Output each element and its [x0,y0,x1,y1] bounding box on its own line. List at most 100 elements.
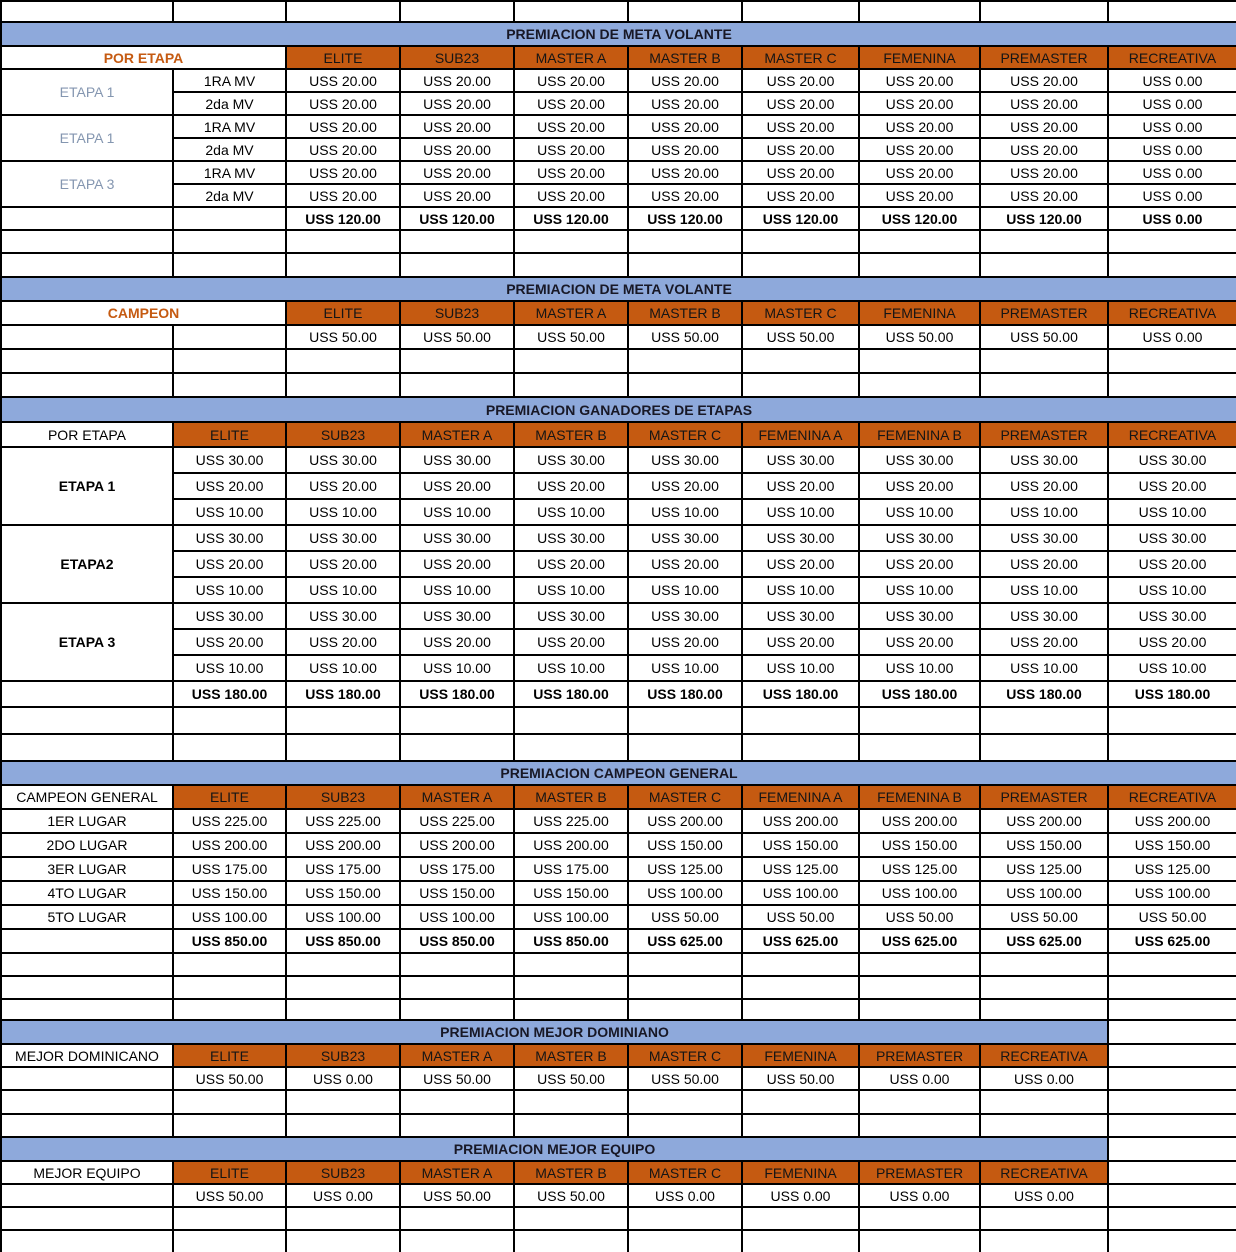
total-value-cell[interactable]: USS 180.00 [513,680,629,708]
prize-value-cell[interactable]: USS 10.00 [285,498,401,526]
prize-value-cell[interactable]: USS 10.00 [858,654,981,682]
column-header-cell[interactable]: FEMENINA [858,45,981,70]
empty-cell[interactable] [741,1113,860,1138]
prize-value-cell[interactable]: USS 200.00 [172,832,287,858]
empty-cell[interactable] [0,252,174,278]
column-header-cell[interactable]: MASTER C [627,1160,743,1185]
empty-cell[interactable] [627,252,743,278]
prize-value-cell[interactable]: USS 20.00 [979,114,1109,139]
column-header-cell[interactable]: FEMENINA [858,300,981,326]
prize-value-cell[interactable]: USS 150.00 [627,832,743,858]
prize-value-cell[interactable]: USS 20.00 [513,472,629,500]
empty-cell[interactable] [513,706,629,735]
empty-cell[interactable] [1107,952,1236,977]
column-header-cell[interactable]: ELITE [172,784,287,810]
prize-value-cell[interactable]: 1RA MV [172,114,287,139]
empty-cell[interactable] [979,0,1109,23]
row-label-cell[interactable]: 5TO LUGAR [0,904,174,930]
empty-cell[interactable] [0,706,174,735]
prize-value-cell[interactable]: USS 125.00 [741,856,860,882]
empty-cell[interactable] [741,1229,860,1252]
prize-value-cell[interactable]: USS 225.00 [172,808,287,834]
empty-cell[interactable] [0,1113,174,1138]
total-value-cell[interactable]: USS 625.00 [741,928,860,954]
empty-cell[interactable] [172,0,287,23]
prize-value-cell[interactable]: USS 50.00 [1107,904,1236,930]
prize-value-cell[interactable]: USS 20.00 [858,550,981,578]
empty-cell[interactable] [627,975,743,1000]
prize-value-cell[interactable]: USS 175.00 [513,856,629,882]
column-header-cell[interactable]: FEMENINA B [858,421,981,448]
prize-value-cell[interactable]: USS 20.00 [741,183,860,208]
prize-value-cell[interactable]: USS 20.00 [399,183,515,208]
total-value-cell[interactable]: USS 180.00 [741,680,860,708]
prize-value-cell[interactable]: USS 50.00 [627,904,743,930]
prize-value-cell[interactable]: USS 200.00 [513,832,629,858]
empty-cell[interactable] [627,1206,743,1231]
empty-cell[interactable] [0,952,174,977]
prize-value-cell[interactable]: USS 50.00 [858,324,981,350]
empty-cell[interactable] [627,0,743,23]
column-header-cell[interactable]: PREMASTER [858,1043,981,1068]
section-title-cell[interactable]: PREMIACION DE META VOLANTE [0,276,1236,302]
empty-cell[interactable] [399,1229,515,1252]
empty-cell[interactable] [1107,1160,1236,1185]
empty-cell[interactable] [399,348,515,374]
prize-value-cell[interactable]: USS 20.00 [513,114,629,139]
prize-value-cell[interactable]: USS 20.00 [285,183,401,208]
prize-value-cell[interactable]: USS 0.00 [1107,91,1236,116]
prize-value-cell[interactable]: USS 30.00 [172,524,287,552]
prize-value-cell[interactable]: USS 0.00 [858,1066,981,1091]
prize-value-cell[interactable]: USS 30.00 [172,602,287,630]
prize-value-cell[interactable]: USS 20.00 [858,91,981,116]
prize-value-cell[interactable]: USS 50.00 [858,904,981,930]
prize-value-cell[interactable]: USS 20.00 [627,183,743,208]
column-header-cell[interactable]: FEMENINA A [741,784,860,810]
prize-value-cell[interactable]: USS 20.00 [858,160,981,185]
total-value-cell[interactable]: USS 625.00 [1107,928,1236,954]
prize-value-cell[interactable]: USS 50.00 [627,1066,743,1091]
prize-value-cell[interactable]: USS 150.00 [858,832,981,858]
prize-value-cell[interactable]: USS 20.00 [741,550,860,578]
empty-cell[interactable] [172,372,287,398]
empty-cell[interactable] [858,998,981,1021]
prize-value-cell[interactable]: USS 20.00 [627,68,743,93]
column-header-cell[interactable]: PREMASTER [979,45,1109,70]
prize-value-cell[interactable]: USS 20.00 [627,550,743,578]
empty-cell[interactable] [172,1229,287,1252]
prize-value-cell[interactable]: USS 10.00 [513,654,629,682]
prize-value-cell[interactable]: USS 175.00 [399,856,515,882]
row-label-cell[interactable]: POR ETAPA [0,421,174,448]
prize-value-cell[interactable]: USS 30.00 [627,524,743,552]
section-title-cell[interactable]: PREMIACION MEJOR EQUIPO [0,1136,1109,1162]
prize-value-cell[interactable]: USS 20.00 [513,550,629,578]
prize-value-cell[interactable]: USS 200.00 [979,808,1109,834]
prize-value-cell[interactable]: USS 20.00 [285,550,401,578]
prize-value-cell[interactable]: USS 100.00 [858,880,981,906]
empty-cell[interactable] [513,348,629,374]
prize-value-cell[interactable]: USS 150.00 [979,832,1109,858]
prize-value-cell[interactable]: USS 30.00 [172,446,287,474]
prize-value-cell[interactable]: USS 225.00 [513,808,629,834]
prize-value-cell[interactable]: USS 30.00 [285,446,401,474]
prize-value-cell[interactable]: USS 0.00 [1107,137,1236,162]
stage-label-cell[interactable]: ETAPA2 [0,524,174,604]
prize-value-cell[interactable]: USS 20.00 [741,160,860,185]
empty-cell[interactable] [0,1089,174,1115]
column-header-cell[interactable]: ELITE [285,45,401,70]
prize-value-cell[interactable]: USS 10.00 [627,498,743,526]
empty-cell[interactable] [1107,733,1236,762]
empty-cell[interactable] [399,1206,515,1231]
prize-value-cell[interactable]: USS 30.00 [1107,602,1236,630]
prize-value-cell[interactable]: USS 20.00 [979,550,1109,578]
empty-cell[interactable] [513,952,629,977]
column-header-cell[interactable]: MASTER A [513,300,629,326]
stage-label-cell[interactable]: ETAPA 1 [0,446,174,526]
column-header-cell[interactable]: PREMASTER [979,421,1109,448]
prize-value-cell[interactable]: USS 20.00 [399,114,515,139]
prize-value-cell[interactable]: USS 225.00 [285,808,401,834]
empty-cell[interactable] [513,1089,629,1115]
empty-cell[interactable] [172,733,287,762]
empty-cell[interactable] [285,252,401,278]
prize-value-cell[interactable]: USS 200.00 [858,808,981,834]
